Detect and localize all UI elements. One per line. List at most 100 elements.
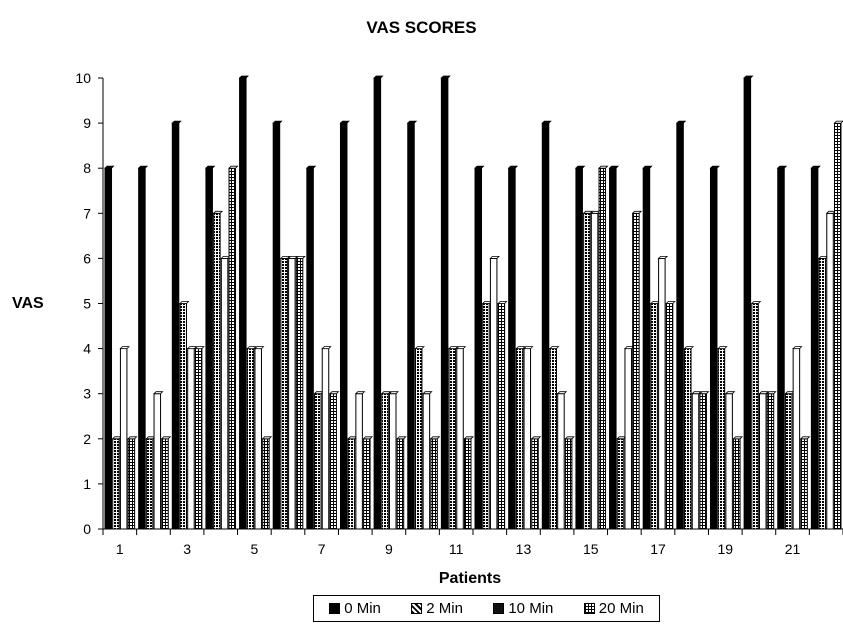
bar-top-cap <box>440 75 451 79</box>
bar-20min-patient-20 <box>766 393 775 530</box>
bar-top-cap <box>104 165 115 169</box>
bar-top-cap <box>119 346 130 350</box>
bar-0min-patient-6 <box>272 122 281 530</box>
bar-10min-patient-15 <box>590 212 599 530</box>
bar-2min-patient-14 <box>549 348 557 530</box>
y-tick-label: 3 <box>83 386 91 402</box>
bar-top-cap <box>287 255 299 259</box>
bar-20min-patient-16 <box>632 212 640 530</box>
bar-20min-patient-18 <box>699 393 707 530</box>
bar-10min-patient-7 <box>321 348 330 530</box>
bar-top-cap <box>642 165 653 169</box>
bar-2min-patient-12 <box>482 303 490 530</box>
bar-top-cap <box>724 391 736 395</box>
x-tick-label: 3 <box>183 541 191 557</box>
bar-10min-patient-1 <box>119 348 128 530</box>
bar-top-cap <box>373 75 384 79</box>
bar-top-cap <box>212 210 224 214</box>
x-tick-label: 15 <box>583 541 599 557</box>
bar-20min-patient-19 <box>733 438 741 530</box>
bar-10min-patient-14 <box>557 393 565 530</box>
bar-top-cap <box>792 346 803 350</box>
bar-top-cap <box>279 255 291 259</box>
bar-0min-patient-20 <box>743 77 752 530</box>
bar-top-cap <box>179 301 190 304</box>
bar-10min-patient-19 <box>725 393 733 530</box>
bar-top-cap <box>515 346 526 350</box>
bar-top-cap <box>339 120 350 124</box>
bar-0min-patient-17 <box>642 167 651 530</box>
bar-2min-patient-5 <box>246 348 255 530</box>
bar-0min-patient-18 <box>676 122 684 530</box>
bar-top-cap <box>295 255 306 259</box>
bar-10min-patient-12 <box>489 257 498 530</box>
y-tick-label: 0 <box>83 521 91 537</box>
y-tick-label: 6 <box>83 250 91 266</box>
legend-swatch-0min <box>329 603 341 614</box>
bar-20min-patient-10 <box>430 438 438 530</box>
bar-top-cap <box>463 436 474 440</box>
bar-top-cap <box>598 165 609 169</box>
bar-2min-patient-21 <box>784 393 793 530</box>
bar-0min-patient-14 <box>541 122 550 530</box>
bar-top-cap <box>657 255 669 259</box>
bar-0min-patient-5 <box>239 77 247 530</box>
bar-0min-patient-8 <box>339 122 348 530</box>
bar-top-cap <box>204 165 216 169</box>
bar-2min-patient-17 <box>650 303 658 530</box>
y-axis-label: VAS <box>12 295 44 312</box>
bar-0min-patient-3 <box>171 122 180 530</box>
bar-10min-patient-4 <box>220 257 229 530</box>
legend-item-0min: 0 Min <box>329 600 381 617</box>
bar-top-cap <box>665 301 676 304</box>
bar-20min-patient-6 <box>295 257 304 530</box>
bar-top-cap <box>750 301 762 304</box>
bar-10min-patient-20 <box>759 393 767 530</box>
bar-2min-patient-8 <box>347 438 356 530</box>
bar-top-cap <box>530 436 542 440</box>
bar-20min-patient-8 <box>363 438 371 530</box>
bar-top-cap <box>253 346 265 350</box>
bar-top-cap <box>272 120 283 124</box>
bar-20min-patient-1 <box>127 438 136 530</box>
bar-0min-patient-2 <box>138 167 146 530</box>
bar-top-cap <box>171 120 182 124</box>
y-tick-label: 7 <box>83 205 91 221</box>
x-tick-label: 1 <box>116 541 124 557</box>
bar-top-cap <box>388 391 399 395</box>
bar-20min-patient-22 <box>833 122 842 530</box>
legend-item-2min: 2 Min <box>411 600 463 617</box>
bar-top-cap <box>709 165 720 169</box>
bar-top-cap <box>246 346 257 350</box>
bar-top-cap <box>758 391 769 395</box>
bar-0min-patient-7 <box>306 167 314 530</box>
legend-label-10min: 10 Min <box>508 600 554 617</box>
bar-top-cap <box>698 391 710 395</box>
bar-2min-patient-3 <box>179 303 187 530</box>
bar-top-cap <box>766 391 777 395</box>
bar-2min-patient-11 <box>448 348 457 530</box>
legend-swatch-10min <box>493 603 505 614</box>
y-tick-label: 10 <box>75 70 91 86</box>
bar-20min-patient-3 <box>194 348 203 530</box>
bar-10min-patient-21 <box>792 348 801 530</box>
bar-top-cap <box>354 391 366 395</box>
y-tick-label: 8 <box>83 160 91 176</box>
bar-top-cap <box>406 120 418 124</box>
x-tick-label: 13 <box>516 541 532 557</box>
bar-top-cap <box>414 346 425 350</box>
bar-2min-patient-19 <box>717 348 726 530</box>
bar-top-cap <box>489 255 500 259</box>
legend-item-10min: 10 Min <box>493 600 553 617</box>
bar-0min-patient-10 <box>407 122 415 530</box>
bar-0min-patient-1 <box>104 167 113 530</box>
bar-top-cap <box>608 165 620 169</box>
bar-top-cap <box>194 346 205 350</box>
bar-top-cap <box>422 391 433 395</box>
x-axis-label: Patients <box>438 570 502 587</box>
bar-2min-patient-15 <box>583 212 591 530</box>
y-tick-label: 4 <box>83 341 91 357</box>
bar-10min-patient-3 <box>187 348 195 530</box>
bar-top-cap <box>261 436 273 440</box>
bar-2min-patient-1 <box>112 438 120 530</box>
